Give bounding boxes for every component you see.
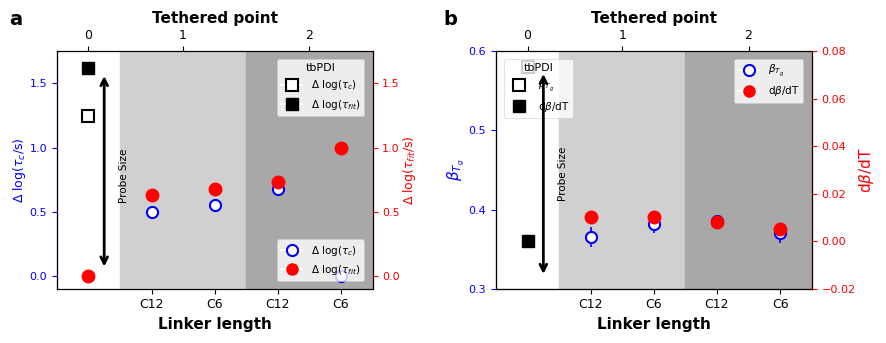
Text: a: a xyxy=(9,10,22,29)
Bar xyxy=(246,51,372,288)
Bar xyxy=(685,51,811,288)
X-axis label: Linker length: Linker length xyxy=(158,317,271,332)
Y-axis label: $\beta_{T_g}$: $\beta_{T_g}$ xyxy=(446,158,467,181)
Text: Probe Size: Probe Size xyxy=(557,147,567,201)
X-axis label: Linker length: Linker length xyxy=(596,317,710,332)
Y-axis label: $\Delta$ log($\tau_c$/s): $\Delta$ log($\tau_c$/s) xyxy=(12,137,28,203)
Legend: $\Delta$ log($\tau_c$), $\Delta$ log($\tau_{fit}$): $\Delta$ log($\tau_c$), $\Delta$ log($\t… xyxy=(277,239,364,281)
X-axis label: Tethered point: Tethered point xyxy=(152,11,277,26)
Legend: $\beta_{T_g}$, d$\beta$/dT: $\beta_{T_g}$, d$\beta$/dT xyxy=(734,59,803,103)
Text: Probe Size: Probe Size xyxy=(119,149,128,203)
X-axis label: Tethered point: Tethered point xyxy=(590,11,716,26)
Y-axis label: d$\beta$/dT: d$\beta$/dT xyxy=(856,147,874,193)
Text: b: b xyxy=(443,10,457,29)
Y-axis label: $\Delta$ log($\tau_{fit}$/s): $\Delta$ log($\tau_{fit}$/s) xyxy=(400,135,418,205)
Bar xyxy=(558,51,685,288)
Bar xyxy=(120,51,246,288)
